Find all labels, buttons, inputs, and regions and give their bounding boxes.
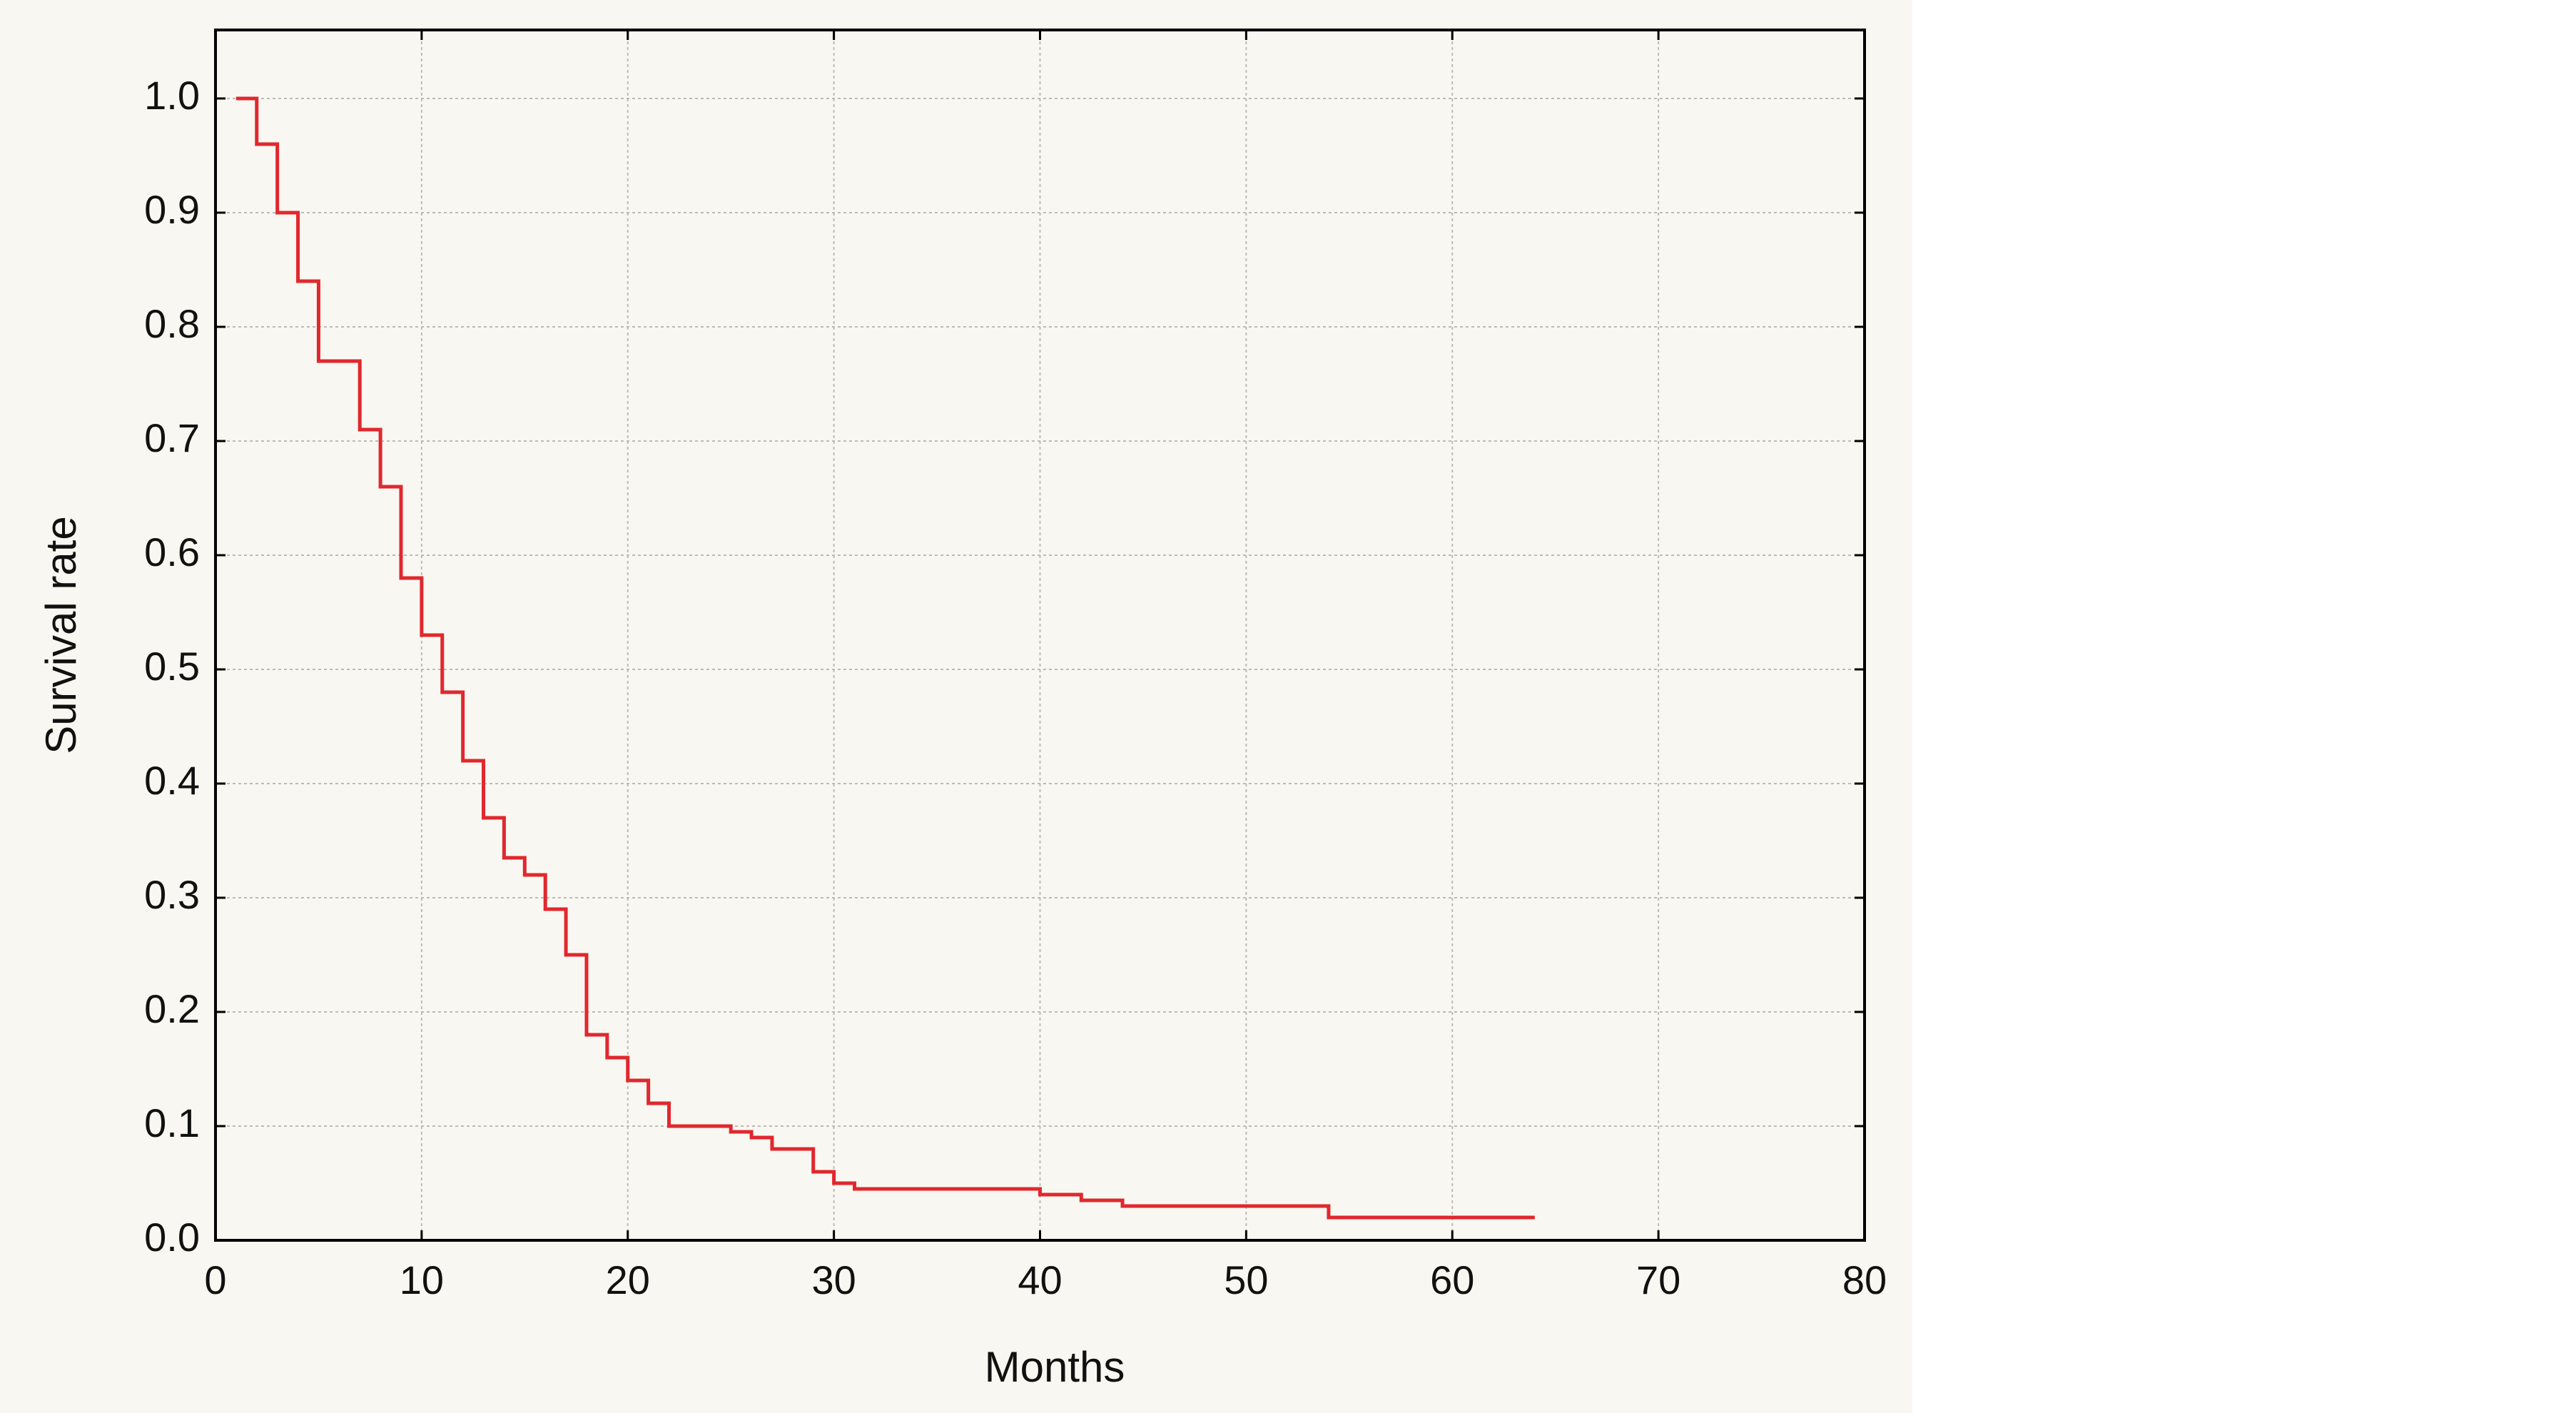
background — [0, 0, 1912, 1413]
x-tick-label: 0 — [204, 1257, 226, 1302]
survival-curve — [235, 96, 1535, 1220]
y-tick-label: 0.4 — [144, 758, 200, 803]
x-tick-label: 40 — [1018, 1257, 1062, 1302]
y-tick-label: 0.2 — [144, 986, 200, 1031]
x-tick-label: 10 — [400, 1257, 444, 1302]
y-tick-label: 0.0 — [144, 1215, 200, 1260]
y-tick-label: 0.9 — [144, 187, 200, 232]
x-tick-label: 30 — [811, 1257, 856, 1302]
x-tick-label: 20 — [606, 1257, 650, 1302]
y-tick-label: 0.5 — [144, 644, 200, 689]
x-axis-title: Months — [985, 1343, 1125, 1391]
x-tick-label: 50 — [1224, 1257, 1268, 1302]
plot-frame — [214, 29, 1866, 1242]
y-tick-label: 1.0 — [144, 73, 200, 118]
x-tick-label: 70 — [1636, 1257, 1680, 1302]
x-tick-label: 60 — [1430, 1257, 1474, 1302]
x-tick-label: 80 — [1842, 1257, 1887, 1302]
y-tick-label: 0.1 — [144, 1100, 200, 1145]
y-tick-label: 0.3 — [144, 872, 200, 917]
y-tick-label: 0.7 — [144, 415, 200, 460]
y-axis-title: Survival rate — [37, 516, 85, 754]
y-tick-label: 0.8 — [144, 301, 200, 346]
y-tick-label: 0.6 — [144, 530, 200, 574]
